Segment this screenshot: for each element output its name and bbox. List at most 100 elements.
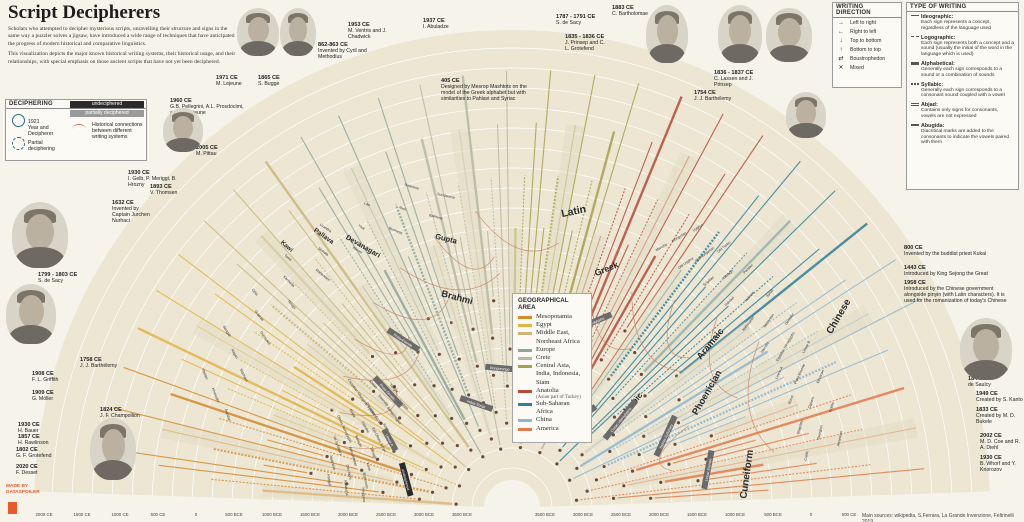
direction-label: Top to bottom [850, 37, 882, 44]
direction-item: ← Right to left [833, 27, 901, 36]
script-emblem-icon [478, 428, 482, 432]
intro-text: Scholars who attempted to decipher myste… [8, 26, 238, 66]
script-band [303, 339, 399, 419]
script-name: Etruscan [816, 369, 825, 384]
script-timeline [338, 115, 428, 316]
script-emblem-icon [505, 421, 509, 425]
brand-label: DATASPOILER [6, 490, 40, 495]
geo-legend-item: Mesopotamia [518, 313, 586, 321]
axis-tick-label: 1000 BCE [262, 512, 282, 517]
script-emblem-icon [424, 467, 428, 472]
script-timeline [170, 392, 409, 475]
script-name: Javanese [404, 182, 420, 190]
historical-connection [659, 425, 689, 472]
script-timeline [137, 327, 391, 451]
direction-item: ↓ Top to bottom [833, 36, 901, 45]
writing-type-item: Logographic: Each sign represents both a … [907, 33, 1018, 59]
script-name: Georgian [816, 425, 823, 440]
script-emblem-icon [594, 478, 599, 482]
portrait-cyril-methodius [280, 8, 316, 56]
axis-tick-label: 0 [810, 512, 813, 517]
axis-tick-label: 0 [195, 512, 198, 517]
undeciphered-box [398, 462, 414, 497]
script-emblem-icon [416, 413, 420, 418]
script-emblem-icon [606, 377, 611, 381]
undeciphered-box [381, 427, 399, 452]
script-name: Coptic [804, 450, 810, 461]
script-name: Avestan [224, 408, 232, 422]
time-ring [451, 447, 573, 506]
script-emblem-icon [433, 414, 437, 418]
historical-connection [631, 291, 681, 372]
script-emblem-icon [499, 447, 503, 451]
deciphering-legend: DECIPHERING undeciphered partially decip… [5, 99, 147, 161]
page-title: Script Decipherers [8, 2, 161, 23]
historical-connection [433, 236, 495, 270]
geo-legend-item: Middle East, Northeast Africa [518, 329, 586, 345]
script-emblem-icon [351, 397, 355, 401]
script-timeline [654, 489, 769, 499]
script-emblem-icon [491, 336, 495, 340]
undeciphered-box [485, 363, 515, 373]
portrait-de-saulcy [960, 318, 1012, 380]
portrait-champollion [90, 418, 136, 480]
script-name: Vai Syllabary [332, 435, 343, 456]
script-timeline [461, 75, 494, 335]
syllabic-marker-icon [911, 82, 919, 88]
geo-swatch [518, 316, 532, 319]
portrait-cyril-methodius [237, 8, 279, 56]
script-emblem-icon [612, 415, 617, 419]
script-name: Runic [787, 394, 794, 404]
script-band [583, 321, 754, 455]
script-timeline [678, 416, 746, 444]
undeciphered-label: undeciphered [401, 469, 411, 491]
arrow-down-icon: ↓ [839, 37, 843, 44]
script-timeline [210, 478, 416, 500]
year-sample: 1921 [28, 119, 40, 125]
script-timeline [123, 366, 374, 459]
time-ring [71, 67, 953, 493]
axis-tick-label: 1500 BCE [300, 512, 320, 517]
geo-swatch [518, 357, 532, 361]
script-timeline [615, 252, 748, 396]
script-timeline [107, 448, 343, 484]
script-timeline [263, 464, 308, 474]
script-timeline [635, 386, 905, 472]
script-timeline [383, 269, 466, 421]
geo-sublabel: (Asian part of Turkey) [536, 395, 581, 401]
year-caption: Year and Decipherer [28, 125, 54, 138]
axis-tick-label: 1500 CE [73, 512, 90, 517]
script-timeline [617, 468, 925, 499]
script-name: Tibetan [200, 368, 208, 380]
script-emblem-icon [444, 486, 448, 490]
undeciphered-label: Linear A [384, 434, 394, 448]
script-emblem-icon [475, 364, 479, 368]
historical-connection [399, 267, 500, 291]
script-emblem-icon [505, 384, 509, 388]
script-emblem-icon [575, 466, 579, 470]
script-name: Demotic [784, 312, 795, 325]
time-ring [91, 87, 933, 494]
axis-tick-label: 1000 CE [111, 512, 128, 517]
script-emblem-icon [489, 437, 494, 441]
script-band [254, 229, 374, 358]
script-name: Glagolitic [796, 419, 804, 435]
script-name: Katakana [343, 480, 349, 496]
script-timeline [592, 199, 659, 338]
direction-item: ✕ Mixed [833, 63, 901, 72]
geo-legend-item: Central Asia, India, Indonesia, Siam [518, 362, 586, 387]
script-name: Sinhala [317, 247, 329, 257]
writing-type-name: Abjad: [921, 102, 938, 109]
portrait-barthelemy [786, 92, 826, 138]
geo-label: Egypt [536, 321, 552, 329]
geo-label: Central Asia, India, Indonesia, Siam [536, 362, 581, 386]
script-name: Ogham [807, 397, 815, 409]
script-timeline [238, 358, 329, 409]
geo-label: Crete [536, 354, 551, 362]
direction-label: Mixed [850, 64, 864, 71]
script-timeline [366, 219, 451, 386]
script-emblem-icon [392, 385, 397, 389]
geo-label: China [536, 416, 552, 424]
script-emblem-icon [413, 383, 417, 387]
script-timeline [420, 138, 478, 363]
